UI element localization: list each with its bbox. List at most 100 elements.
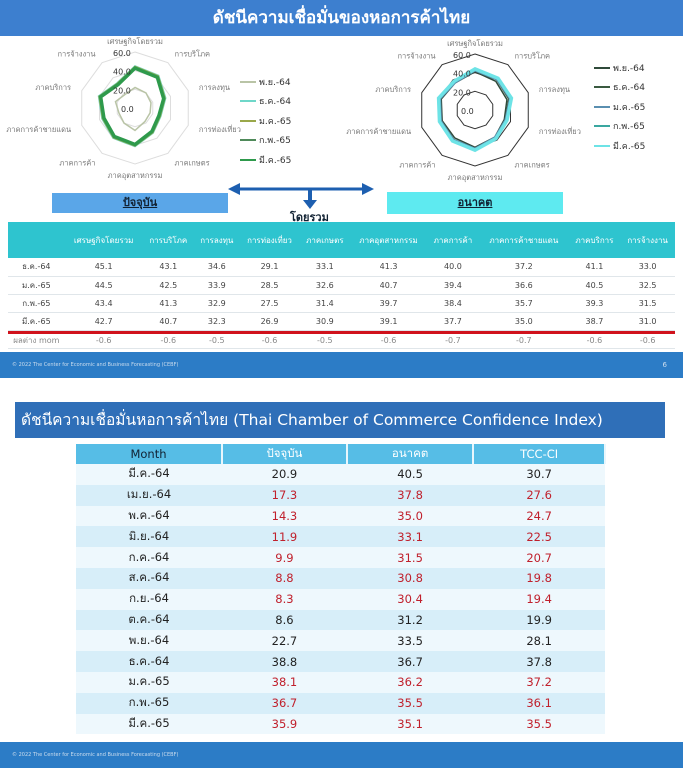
table-cell: 33.1	[346, 526, 474, 548]
column-header: ภาคอุตสาหกรรม	[350, 222, 427, 258]
mom-cell: -0.6	[350, 334, 427, 349]
table-cell: 8.8	[222, 567, 347, 589]
table-cell: ก.พ.-65	[8, 294, 65, 313]
radar-axis-label: ภาคการค้า	[399, 160, 435, 169]
mom-cell: -0.6	[568, 334, 621, 349]
table-header: เศรษฐกิจโดยรวม การบริโภค การลงทุน การท่องเท…	[8, 222, 675, 258]
table-cell: 37.2	[479, 258, 569, 277]
slide-title: ดัชนีความเชื่อมั่นของหอการค้าไทย	[0, 0, 683, 36]
sub-index-table: เศรษฐกิจโดยรวม การบริโภค การลงทุน การท่องเท…	[8, 222, 675, 349]
table-cell: ม.ค.-65	[76, 671, 222, 693]
column-header: การลงทุน	[194, 222, 240, 258]
overall-label: โดยรวม	[290, 211, 329, 224]
table-cell: มี.ค.-65	[8, 312, 65, 331]
current-button[interactable]: ปัจจุบัน	[52, 193, 228, 213]
radar-axis-label: การท่องเที่ยว	[199, 124, 241, 134]
table-cell: 14.3	[222, 505, 347, 527]
table-cell: 24.7	[473, 505, 605, 527]
column-header: การจ้างงาน	[620, 222, 675, 258]
radar-axis-label: การจ้างงาน	[57, 50, 95, 59]
table-cell: ส.ค.-64	[76, 567, 222, 589]
legend-label: ก.พ.-65	[259, 136, 291, 147]
table-cell: 39.3	[568, 294, 621, 313]
table-cell: 35.0	[479, 312, 569, 331]
table-cell: พ.ค.-64	[76, 505, 222, 527]
table-cell: 8.6	[222, 609, 347, 631]
table-cell: ม.ค.-65	[8, 276, 65, 295]
radar-series-0	[114, 86, 152, 132]
legend-swatch	[594, 105, 610, 108]
column-header: Month	[76, 444, 223, 464]
legend-label: มี.ค.-65	[259, 155, 292, 166]
radar-axis-label: การบริโภค	[514, 52, 550, 61]
table-cell: 31.5	[346, 547, 474, 568]
table-row: ธ.ค.-64 45.1 43.1 34.6 29.1 33.1 41.3 40.0 37.2 4…	[8, 258, 675, 277]
column-header: TCC-CI	[473, 444, 606, 464]
page-number: 6	[662, 361, 667, 369]
radar-gridline	[456, 90, 494, 130]
table-cell: มิ.ย.-64	[76, 526, 222, 548]
legend-swatch	[240, 100, 256, 103]
table-cell: 33.1	[299, 258, 351, 277]
table-cell: 8.3	[222, 588, 347, 610]
table-cell: 38.7	[568, 312, 621, 331]
radar-axis-label: ภาคบริการ	[375, 85, 411, 94]
slide-footer: © 2022 The Center for Economic and Busin…	[0, 352, 683, 378]
double-arrow-icon	[228, 183, 374, 209]
table-cell: 37.7	[426, 312, 480, 331]
radar-axis-label: ภาคเกษตร	[174, 158, 209, 167]
table-cell: 19.9	[473, 609, 605, 631]
column-header: ภาคการค้าชายแดน	[479, 222, 569, 258]
table-cell: 32.3	[194, 312, 240, 331]
table-cell: 30.7	[473, 464, 605, 485]
table-cell: 39.4	[426, 276, 480, 295]
legend-swatch	[594, 86, 610, 89]
table-cell: 34.6	[194, 258, 240, 277]
table-cell: 37.2	[473, 671, 605, 693]
table-cell: 35.0	[346, 505, 474, 527]
legend-label: ก.พ.-65	[613, 122, 645, 133]
table-cell: ธ.ค.-64	[76, 651, 222, 672]
table-cell: 36.7	[222, 692, 347, 714]
radar-axis-label: การบริโภค	[174, 50, 210, 59]
tcc-ci-table: Month ปัจจุบัน อนาคต TCC-CI มี.ค.-64 20.9 40.5…	[76, 444, 606, 735]
table-cell: 40.7	[350, 276, 427, 295]
legend-item: ก.พ.-65	[240, 131, 291, 151]
radar-axis-label: เศรษฐกิจโดยรวม	[447, 39, 503, 48]
column-header: ภาคการค้า	[426, 222, 480, 258]
legend-item: ธ.ค.-64	[240, 92, 291, 112]
legend-label: ม.ค.-65	[613, 102, 646, 113]
table-row: พ.ค.-64 14.3 35.0 24.7	[76, 505, 605, 527]
table-cell: ก.ย.-64	[76, 588, 222, 610]
mom-cell: -0.6	[64, 334, 143, 349]
future-button[interactable]: อนาคต	[387, 192, 563, 214]
radar-axis-label: การท่องเที่ยว	[539, 126, 581, 136]
radar-axis-label: ภาคอุตสาหกรรม	[448, 173, 503, 182]
table-cell: 36.7	[346, 651, 474, 672]
table-cell: 17.3	[222, 484, 347, 506]
table-row: เม.ย.-64 17.3 37.8 27.6	[76, 484, 605, 506]
table-cell: 41.3	[350, 258, 427, 277]
legend-item: ม.ค.-65	[240, 111, 291, 131]
table-cell: 43.4	[64, 294, 143, 313]
radar-tick-label: 0.0	[461, 107, 474, 116]
table-cell: 38.4	[426, 294, 480, 313]
radar-charts: 0.020.040.060.0เศรษฐกิจโดยรวมการบริโภคกา…	[6, 37, 581, 182]
copyright: © 2022 The Center for Economic and Busin…	[12, 752, 179, 758]
table-cell: 45.1	[64, 258, 143, 277]
copyright: © 2022 The Center for Economic and Busin…	[12, 362, 179, 368]
radar-tick-label: 60.0	[113, 49, 131, 58]
table-cell: 40.0	[426, 258, 480, 277]
legend-label: ม.ค.-65	[259, 116, 292, 127]
table-row: ก.ย.-64 8.3 30.4 19.4	[76, 588, 605, 610]
table-cell: 26.9	[239, 312, 300, 331]
table-row: มี.ค.-65 35.9 35.1 35.5	[76, 713, 605, 735]
legend-label: มี.ค.-65	[613, 141, 646, 152]
legend-item: มี.ค.-65	[594, 136, 645, 156]
table-cell: 20.9	[222, 464, 347, 485]
legend-item: พ.ย.-64	[594, 58, 645, 78]
column-header: เศรษฐกิจโดยรวม	[64, 222, 143, 258]
mom-cell: -0.7	[426, 334, 480, 349]
slide-2-footer: © 2022 The Center for Economic and Busin…	[0, 742, 683, 768]
table-cell: 28.1	[473, 630, 605, 652]
